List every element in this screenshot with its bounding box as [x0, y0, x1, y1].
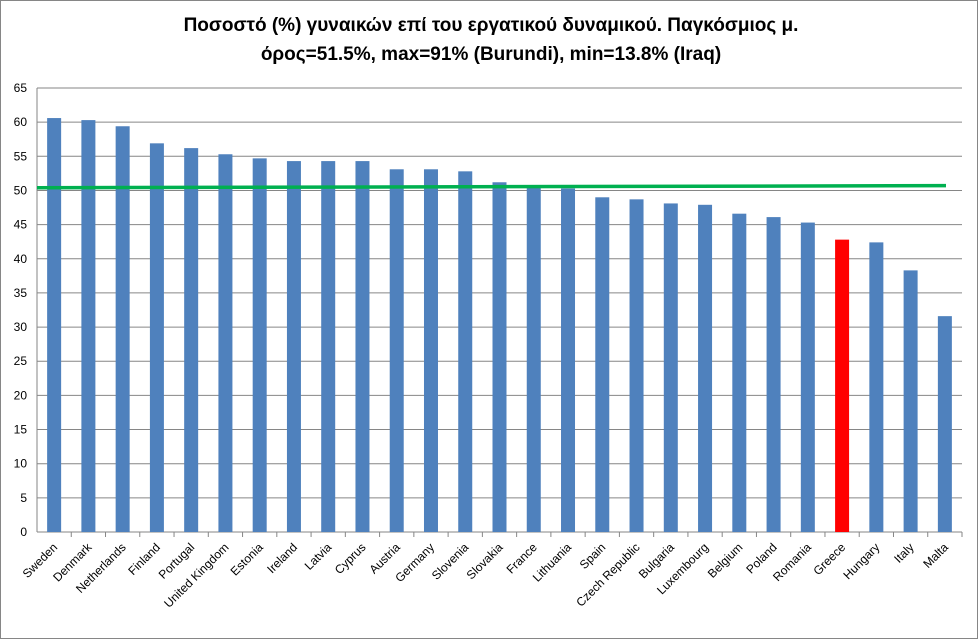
x-tick-label: Slovakia: [464, 540, 506, 582]
bar-denmark: [81, 120, 96, 532]
y-tick-label: 65: [14, 81, 28, 95]
y-tick-label: 25: [14, 354, 28, 368]
x-tick-label: Belgium: [705, 540, 746, 581]
y-tick-label: 45: [14, 218, 28, 232]
bar-lithuania: [561, 188, 576, 533]
bar-portugal: [184, 148, 199, 532]
x-tick-label: Malta: [920, 540, 951, 571]
y-tick-label: 0: [20, 525, 27, 539]
x-tick-label: Slovenia: [429, 540, 472, 583]
bar-finland: [149, 143, 164, 532]
x-tick-label: Romania: [770, 540, 814, 584]
y-tick-label: 40: [14, 252, 28, 266]
bar-france: [526, 185, 541, 532]
y-tick-label: 5: [20, 491, 27, 505]
bar-romania: [800, 222, 815, 532]
y-tick-label: 30: [14, 320, 28, 334]
x-tick-label: Cyprus: [332, 540, 369, 577]
chart-title: Ποσοστό (%) γυναικών επί του εργατικού δ…: [41, 11, 941, 69]
bar-united-kingdom: [218, 154, 233, 532]
x-tick-label: Latvia: [302, 540, 335, 573]
bar-sweden: [47, 118, 62, 532]
bar-latvia: [321, 161, 336, 532]
bar-slovakia: [492, 182, 507, 532]
bar-luxembourg: [698, 204, 713, 532]
bar-malta: [937, 316, 952, 532]
y-tick-label: 20: [14, 388, 28, 402]
y-tick-label: 60: [14, 115, 28, 129]
x-tick-label: Spain: [577, 540, 609, 572]
average-reference-line: [36, 183, 947, 190]
y-tick-label: 50: [14, 183, 28, 197]
x-tick-label: Czech Republic: [573, 540, 642, 609]
x-tick-label: Italy: [891, 540, 916, 565]
bar-spain: [595, 197, 610, 533]
y-tick-label: 15: [14, 423, 28, 437]
y-tick-label: 10: [14, 457, 28, 471]
bar-belgium: [732, 213, 747, 532]
x-tick-label: Hungary: [840, 540, 882, 582]
bar-cyprus: [355, 161, 370, 532]
bar-ireland: [286, 161, 301, 532]
y-tick-label: 55: [14, 149, 28, 163]
chart-title-line-1: Ποσοστό (%) γυναικών επί του εργατικού δ…: [183, 15, 799, 36]
bar-hungary: [869, 242, 884, 533]
bar-netherlands: [115, 126, 130, 532]
bar-italy: [903, 270, 918, 532]
bar-slovenia: [458, 171, 473, 532]
chart-title-line-2: όρος=51.5%, max=91% (Burundi), min=13.8%…: [260, 44, 722, 65]
bar-germany: [423, 169, 438, 533]
bar-austria: [389, 169, 404, 533]
bar-bulgaria: [663, 203, 678, 532]
x-tick-label: Ireland: [264, 540, 300, 576]
y-tick-label: 35: [14, 286, 28, 300]
bar-estonia: [252, 158, 267, 532]
x-tick-label: Lithuania: [530, 540, 575, 585]
x-tick-label: Estonia: [228, 540, 266, 578]
bar-czech-republic: [629, 199, 644, 532]
bar-greece: [835, 239, 850, 533]
bar-poland: [766, 217, 781, 532]
